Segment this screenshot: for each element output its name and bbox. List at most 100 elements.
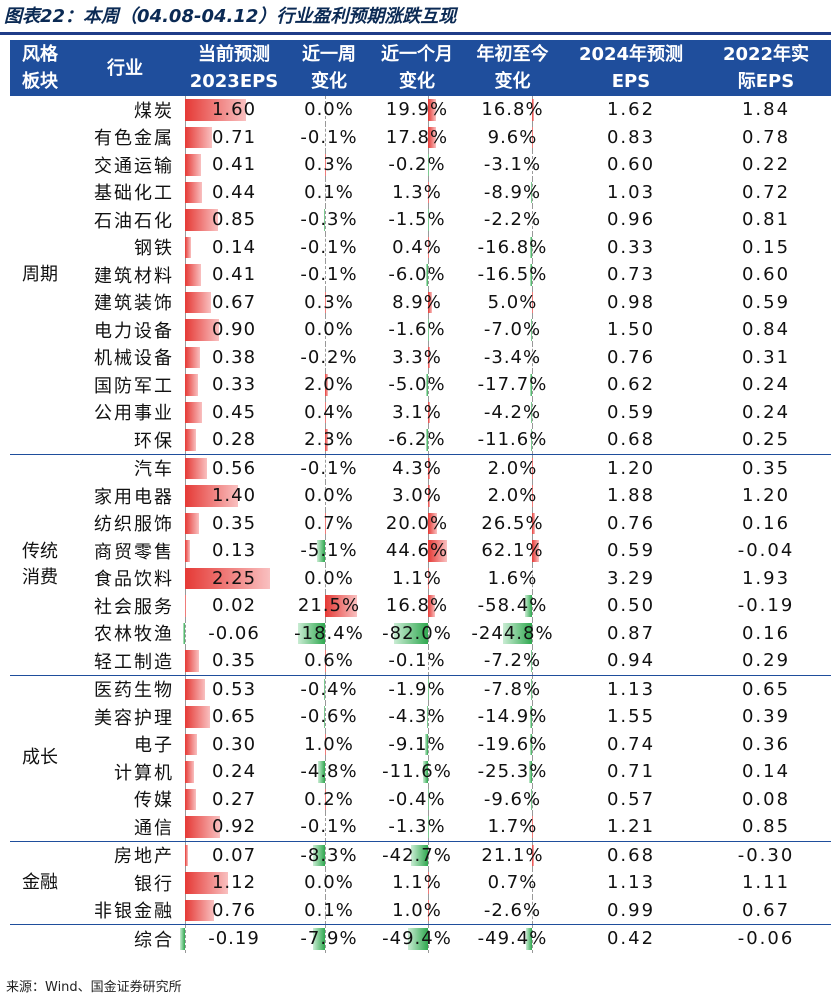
table-row: 传媒 0.27 0.2% -0.4% -9.6% 0.57 0.08 [10,785,831,813]
row-week-cell: 1.0% [288,730,370,758]
eps-2022-value: 0.72 [741,181,791,203]
row-month-cell: 3.3% [370,343,464,371]
row-eps2023-cell: 0.33 [180,371,288,399]
eps-2024-value: 0.42 [561,924,701,953]
week-value: -0.1% [300,457,358,479]
industry-name: 建筑材料 [94,265,174,287]
eps2023-value: 1.12 [211,872,257,894]
zero-axis [428,813,430,841]
month-value: -6.2% [388,429,446,451]
month-value: -0.2% [388,154,446,176]
positive-bar [185,401,203,423]
positive-bar [185,872,228,894]
negative-bar [410,844,429,866]
row-eps2023-cell: 1.40 [180,482,288,510]
week-value: -5.1% [300,540,358,562]
positive-bar [428,346,430,368]
week-value: -0.4% [300,678,358,700]
week-value: 0.4% [304,401,354,423]
header-eps-2023: 当前预测 2023EPS [180,40,288,96]
industry-name: 基础化工 [94,183,174,205]
row-eps2023-cell: 1.12 [180,869,288,897]
eps2023-value: 0.53 [211,678,257,700]
zero-axis [531,869,534,897]
ytd-value: 2.0% [487,457,538,479]
row-eps2023-cell: 0.35 [180,647,288,676]
row-week-cell: 0.4% [288,398,370,426]
eps-2022-value: 0.36 [741,733,791,755]
zero-axis [324,343,327,371]
positive-bar [185,844,189,866]
eps2023-value: 0.41 [211,154,257,176]
header-industry: 行业 [70,40,180,96]
industry-name: 计算机 [114,762,174,784]
industry-name: 美容护理 [94,707,174,729]
zero-axis [324,841,327,869]
eps-2024-value: 1.50 [606,319,656,341]
negative-bar [530,706,532,728]
eps-2022-value: 0.08 [741,788,791,810]
zero-axis [324,758,327,786]
table-row: 非银金融 0.76 0.1% 1.0% -2.6% 0.99 0.67 [10,896,831,925]
ytd-value: -7.8% [483,678,542,700]
eps-2022-value: -0.04 [737,540,795,562]
ytd-value: -16.5% [477,264,548,286]
figure-title: 图表22：本周（04.08-04.12）行业盈利预期涨跌互现 [4,6,457,27]
negative-bar [427,816,429,838]
industry-name: 传媒 [134,790,174,812]
eps-2024-value: 0.94 [561,647,701,676]
row-month-cell: 20.0% [370,509,464,537]
zero-axis [324,233,327,261]
row-eps2023-cell: 0.45 [180,398,288,426]
row-week-cell: 0.0% [288,564,370,592]
zero-axis [531,343,534,371]
month-value: 3.1% [392,401,442,423]
positive-bar [531,540,540,562]
source-note: 来源：Wind、国金证券研究所 [6,980,182,995]
row-eps2023-cell: 0.24 [180,758,288,786]
negative-bar [317,761,325,783]
month-value: 1.1% [392,567,442,589]
zero-axis [428,925,430,953]
table-row: 家用电器 1.40 0.0% 3.0% 2.0% 1.88 1.20 [10,482,831,510]
eps2023-value: 0.76 [211,899,257,921]
eps2023-value: 0.02 [211,595,257,617]
positive-bar [428,512,437,534]
row-week-cell: -4.8% [288,758,370,786]
eps-2022-value: 0.60 [741,264,791,286]
industry-name: 银行 [134,873,174,895]
row-ytd-cell: 9.6% [464,123,561,151]
eps2023-value: 1.60 [211,99,257,121]
zero-axis [531,371,534,399]
row-ytd-cell: -7.8% [464,675,561,703]
row-week-cell: -0.4% [288,675,370,703]
eps-2024-value: 0.71 [606,761,656,783]
ytd-value: -25.3% [477,761,548,783]
row-eps2023-cell: 0.41 [180,261,288,289]
positive-bar [185,99,246,121]
row-eps2023-cell: 0.28 [180,426,288,455]
row-month-cell: 0.4% [370,233,464,261]
table-row: 通信 0.92 -0.1% -1.3% 1.7% 1.21 0.85 [10,813,831,842]
positive-bar [324,512,326,534]
eps2023-value: 0.30 [211,733,257,755]
industry-name: 汽车 [134,459,174,481]
ytd-value: -7.2% [483,650,542,672]
eps-2024-value: 0.68 [561,426,701,455]
positive-bar [185,650,199,672]
week-value: -0.1% [300,126,358,148]
negative-bar [530,429,532,451]
row-month-cell: 8.9% [370,288,464,316]
row-ytd-cell: -25.3% [464,758,561,786]
eps2023-value: 0.45 [211,401,257,423]
eps-2022-value: 0.84 [741,319,791,341]
eps-2022-value: 0.31 [741,346,791,368]
row-ytd-cell: 2.0% [464,454,561,482]
row-month-cell: -6.0% [370,261,464,289]
week-value: 0.0% [304,567,354,589]
earnings-forecast-table: 风格 板块 行业 当前预测 2023EPS 近一周 变化 近一个月 变化 年初至… [10,40,831,953]
zero-axis [531,703,534,731]
row-ytd-cell: -14.9% [464,703,561,731]
ytd-value: -2.6% [483,899,542,921]
positive-bar [324,374,328,396]
